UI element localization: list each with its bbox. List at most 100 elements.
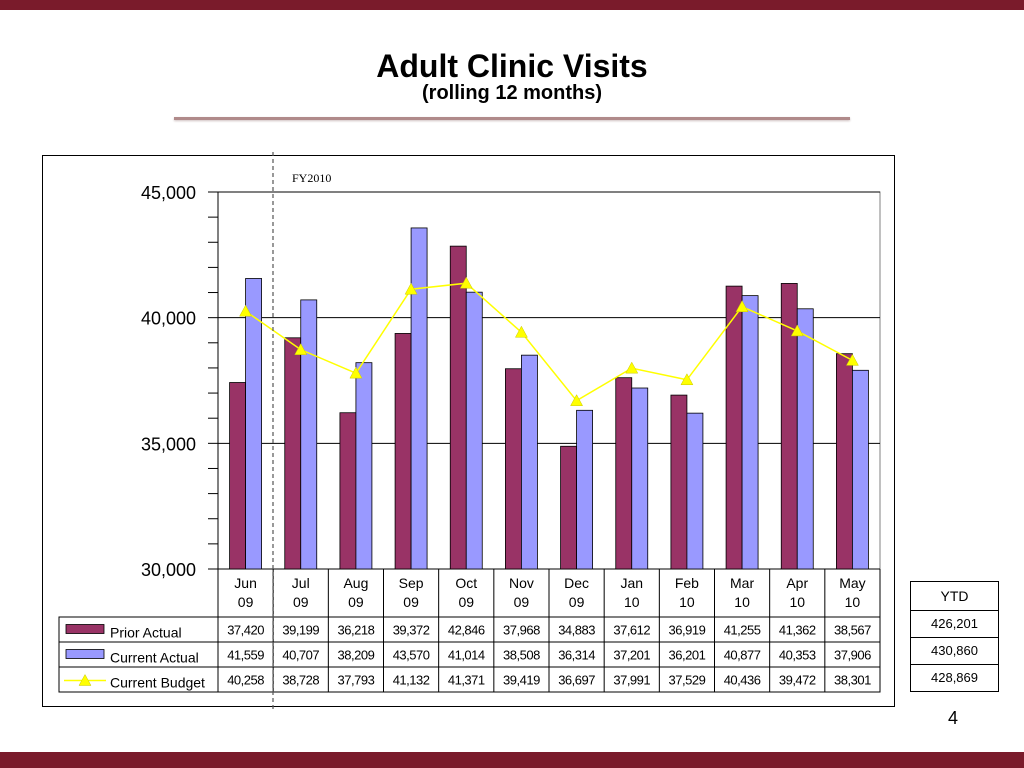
x-tick-label-month: Jul (292, 575, 310, 591)
data-table-cell: 40,436 (724, 673, 761, 688)
legend-key-current-actual (65, 649, 105, 659)
chart-frame (42, 155, 895, 707)
data-table-cell: 36,697 (558, 673, 595, 688)
bar-prior-actual (284, 337, 302, 570)
x-tick-label-year: 10 (789, 594, 805, 610)
x-tick-label-year: 10 (845, 594, 861, 610)
point-current-budget (845, 353, 859, 366)
x-tick-label-year: 09 (514, 594, 530, 610)
point-current-budget (625, 361, 639, 374)
x-tick-label-year: 10 (734, 594, 750, 610)
data-table-cell: 37,793 (338, 673, 375, 688)
point-current-budget (680, 373, 694, 386)
bar-current-actual (300, 299, 318, 570)
x-tick-label-year: 09 (403, 594, 419, 610)
data-table-cell: 38,508 (503, 648, 540, 663)
data-table-cell: 37,968 (503, 623, 540, 638)
bar-prior-actual (670, 394, 688, 570)
data-table-cell: 41,255 (724, 623, 761, 638)
bar-current-actual (245, 278, 262, 570)
x-tick-label-month: Sep (399, 575, 424, 591)
point-current-budget (514, 325, 528, 338)
bar-current-actual (410, 227, 428, 570)
data-table-cell: 41,132 (393, 673, 430, 688)
data-table-cell: 36,314 (558, 648, 595, 663)
legend-label: Prior Actual (110, 625, 182, 641)
point-current-budget (349, 366, 363, 379)
ytd-header: YTD (911, 582, 998, 611)
data-table-cell: 36,201 (669, 648, 706, 663)
data-table-cell: 37,991 (613, 673, 650, 688)
data-table-cell: 36,218 (338, 623, 375, 638)
data-table-cell: 37,529 (669, 673, 706, 688)
data-table-cell: 36,919 (669, 623, 706, 638)
bar-prior-actual (836, 353, 853, 570)
bar-prior-actual (339, 412, 357, 570)
legend-label: Current Actual (110, 650, 199, 666)
x-tick-label-month: Apr (786, 575, 808, 591)
data-table-cell: 39,199 (282, 623, 319, 638)
data-table-cell: 40,258 (227, 673, 264, 688)
plot-area (217, 191, 881, 570)
line-current-budget (245, 282, 853, 402)
ytd-value-prior-actual: 426,201 (911, 611, 998, 638)
data-table-cell: 43,570 (393, 648, 430, 663)
x-tick-label-month: May (839, 575, 865, 591)
bar-prior-actual (560, 445, 577, 570)
data-table-cell: 41,559 (227, 648, 264, 663)
x-tick-label-year: 10 (679, 594, 695, 610)
point-current-budget (404, 282, 418, 295)
point-current-budget (294, 343, 308, 355)
y-tick-label: 35,000 (141, 434, 196, 454)
x-tick-label-month: Dec (564, 575, 589, 591)
point-current-budget (239, 304, 253, 317)
point-current-budget (790, 324, 804, 337)
data-table-cell: 37,612 (613, 623, 650, 638)
data-table-cell: 37,420 (227, 623, 264, 638)
bar-prior-actual (229, 382, 246, 570)
data-table-cell: 41,362 (779, 623, 816, 638)
y-tick-label: 45,000 (141, 183, 196, 203)
fiscal-year-label: FY2010 (292, 171, 331, 185)
x-tick-label-year: 09 (458, 594, 474, 610)
data-table-cell: 38,567 (834, 623, 871, 638)
bar-prior-actual (394, 333, 412, 570)
bar-current-actual (631, 387, 649, 570)
bar-current-actual (796, 308, 814, 570)
x-tick-label-month: Mar (730, 575, 754, 591)
slide-subtitle: (rolling 12 months) (422, 82, 602, 104)
bar-current-actual (355, 362, 373, 570)
data-table-cell: 38,728 (282, 673, 319, 688)
y-tick-label: 30,000 (141, 560, 196, 580)
x-tick-label-month: Jan (620, 575, 643, 591)
data-table-cell: 39,472 (779, 673, 816, 688)
legend-key-marker (78, 673, 92, 686)
data-table-cell: 39,419 (503, 673, 540, 688)
bar-current-actual (741, 295, 759, 570)
data-table-cell: 40,707 (282, 648, 319, 663)
bar-prior-actual (725, 285, 743, 570)
ytd-value-current-budget: 428,869 (931, 670, 978, 685)
x-tick-label-month: Oct (455, 575, 477, 591)
bar-current-actual (521, 354, 538, 570)
point-current-budget (735, 300, 749, 312)
data-table-cell: 42,846 (448, 623, 485, 638)
ytd-value-current-actual: 430,860 (911, 638, 998, 665)
data-table-cell: 39,372 (393, 623, 430, 638)
bar-current-actual (686, 412, 704, 570)
bar-prior-actual (505, 368, 522, 570)
bar-prior-actual (449, 245, 467, 570)
ytd-table: YTD 426,201 430,860 428,869 (910, 581, 999, 692)
point-current-budget (570, 394, 584, 406)
data-table-cell: 38,301 (834, 673, 871, 688)
x-tick-label-month: Feb (675, 575, 699, 591)
point-current-budget (459, 276, 473, 289)
bottom-accent-bar (0, 752, 1024, 768)
data-table-cell: 40,877 (724, 648, 761, 663)
bar-current-actual (465, 291, 483, 570)
title-divider (174, 117, 850, 120)
legend-key-prior-actual (65, 624, 105, 634)
bar-prior-actual (615, 377, 633, 570)
data-table-cell: 41,371 (448, 673, 485, 688)
